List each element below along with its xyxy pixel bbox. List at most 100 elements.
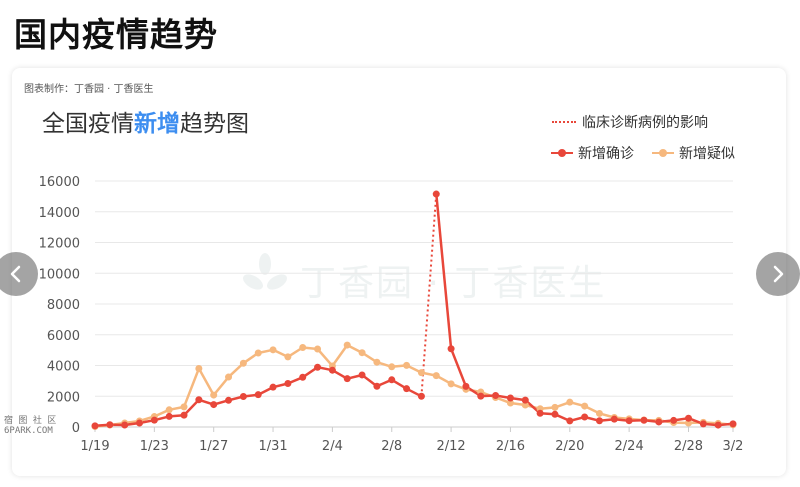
point-confirmed (729, 420, 737, 428)
point-confirmed (684, 414, 692, 422)
point-suspected (195, 364, 203, 372)
chart-title-highlight: 新增 (134, 111, 180, 137)
point-confirmed (581, 413, 589, 421)
prev-button[interactable] (0, 252, 38, 296)
point-suspected (254, 349, 262, 357)
chart-title: 全国疫情新增趋势图 (42, 104, 249, 138)
point-suspected (388, 363, 396, 371)
legend-confirmed-marker (551, 149, 573, 157)
point-confirmed (388, 376, 396, 384)
point-confirmed (625, 417, 633, 425)
chart-credit: 图表制作：丁香园 · 丁香医生 (24, 84, 154, 95)
point-confirmed (358, 371, 366, 379)
series-layer (91, 190, 737, 431)
point-confirmed (210, 401, 218, 409)
chart-title-suffix: 趋势图 (180, 111, 249, 137)
point-suspected (506, 399, 514, 407)
legend-suspected-label: 新增疑似 (679, 146, 735, 162)
site-watermark-line2: 6PARK.COM (4, 426, 53, 436)
point-confirmed (506, 394, 514, 402)
site-watermark-line1: 宿 图 社 区 (4, 416, 57, 426)
x-tick-label: 2/28 (674, 439, 703, 454)
point-suspected (447, 380, 455, 388)
y-tick-label: 14000 (39, 206, 80, 221)
site-watermark: 宿 图 社 区 6PARK.COM (4, 416, 56, 436)
point-confirmed (328, 366, 336, 374)
point-confirmed (284, 380, 292, 388)
clove-flower-icon (243, 253, 287, 290)
x-tick-label: 2/16 (496, 439, 525, 454)
point-suspected (403, 361, 411, 369)
point-confirmed (299, 373, 307, 381)
point-suspected (684, 419, 692, 427)
next-button[interactable] (756, 252, 800, 296)
point-confirmed (136, 419, 144, 427)
point-suspected (210, 391, 218, 399)
point-confirmed (610, 415, 618, 423)
point-suspected (269, 346, 277, 354)
legend-suspected-marker (652, 149, 674, 157)
point-confirmed (492, 392, 500, 400)
point-confirmed (640, 416, 648, 424)
point-suspected (239, 359, 247, 367)
x-tick-label: 1/27 (199, 439, 228, 454)
point-suspected (581, 402, 589, 410)
point-confirmed (225, 396, 233, 404)
point-confirmed (670, 416, 678, 424)
point-suspected (284, 353, 292, 361)
x-tick-label: 2/8 (381, 439, 402, 454)
point-confirmed (432, 190, 440, 198)
point-suspected (566, 398, 574, 406)
axis-layer: 16000 14000 12000 10000 8000 6000 4000 2000 01/1… (39, 175, 744, 454)
point-confirmed (536, 409, 544, 417)
legend-suspected: 新增疑似 (652, 143, 735, 163)
point-suspected (373, 358, 381, 366)
point-confirmed (447, 345, 455, 353)
x-tick-label: 1/19 (80, 439, 109, 454)
chart-title-prefix: 全国疫情 (42, 111, 134, 137)
x-tick-label: 2/12 (436, 439, 465, 454)
point-confirmed (269, 383, 277, 391)
y-tick-label: 2000 (47, 390, 80, 405)
point-confirmed (195, 396, 203, 404)
point-suspected (225, 373, 233, 381)
x-tick-label: 1/31 (258, 439, 287, 454)
legend-clinical-label: 临床诊断病例的影响 (582, 115, 708, 131)
point-confirmed (699, 420, 707, 428)
x-tick-label: 1/23 (140, 439, 169, 454)
y-tick-label: 4000 (47, 360, 80, 375)
point-confirmed (551, 410, 559, 418)
point-confirmed (655, 418, 663, 426)
y-tick-label: 0 (72, 421, 80, 436)
point-confirmed (403, 385, 411, 393)
point-confirmed (165, 412, 173, 420)
x-tick-label: 2/20 (555, 439, 584, 454)
point-confirmed (373, 382, 381, 390)
point-confirmed (521, 396, 529, 404)
y-tick-label: 16000 (39, 175, 80, 190)
page-title: 国内疫情趋势 (14, 15, 218, 54)
point-confirmed (150, 416, 158, 424)
point-suspected (432, 372, 440, 380)
point-confirmed (239, 393, 247, 401)
y-tick-label: 8000 (47, 298, 80, 313)
point-suspected (343, 341, 351, 349)
point-confirmed (106, 421, 114, 429)
series-line-suspected (94, 343, 734, 428)
point-confirmed (180, 411, 188, 419)
point-suspected (551, 403, 559, 411)
point-confirmed (121, 421, 129, 429)
point-confirmed (595, 417, 603, 425)
point-suspected (521, 401, 529, 409)
point-suspected (358, 349, 366, 357)
point-confirmed (343, 375, 351, 383)
y-tick-label: 6000 (47, 329, 80, 344)
point-suspected (417, 369, 425, 377)
chart-watermark: 丁香园 · 丁香医生 (300, 263, 607, 304)
point-confirmed (417, 392, 425, 400)
point-confirmed (477, 392, 485, 400)
chart-card (12, 68, 786, 476)
legend-clinical: 临床诊断病例的影响 (552, 112, 708, 132)
y-tick-label: 10000 (39, 267, 80, 282)
